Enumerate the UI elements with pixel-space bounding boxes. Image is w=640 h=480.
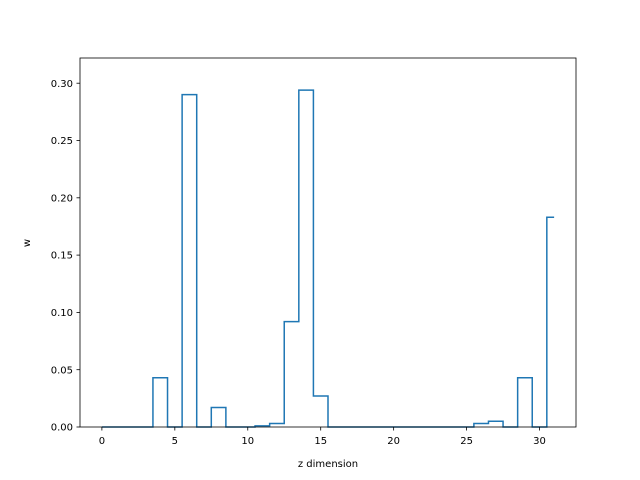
series-line	[101, 89, 555, 428]
plot-frame	[79, 57, 577, 428]
plot-area	[101, 89, 555, 428]
y-axis-label: w	[22, 239, 33, 247]
y-tick-label: 0.15	[51, 251, 73, 262]
y-tick-label: 0.25	[51, 136, 73, 147]
y-tick-label: 0.10	[51, 308, 73, 319]
x-tick-label: 25	[460, 436, 473, 447]
axes: 0 5 10 15 20 25 30 0.00 0.05 0.10 0.15 0.20 0.25 0.30	[51, 57, 577, 447]
x-tick-label: 5	[172, 436, 178, 447]
x-tick-label: 20	[387, 436, 400, 447]
x-axis-label: z dimension	[298, 459, 358, 470]
y-tick-label: 0.20	[51, 193, 73, 204]
y-tick-label: 0.00	[51, 423, 73, 434]
x-tick-label: 0	[99, 436, 105, 447]
y-tick-label: 0.05	[51, 365, 73, 376]
x-tick-label: 15	[314, 436, 327, 447]
y-tick-label: 0.30	[51, 79, 73, 90]
x-tick-label: 30	[533, 436, 546, 447]
x-tick-label: 10	[241, 436, 254, 447]
